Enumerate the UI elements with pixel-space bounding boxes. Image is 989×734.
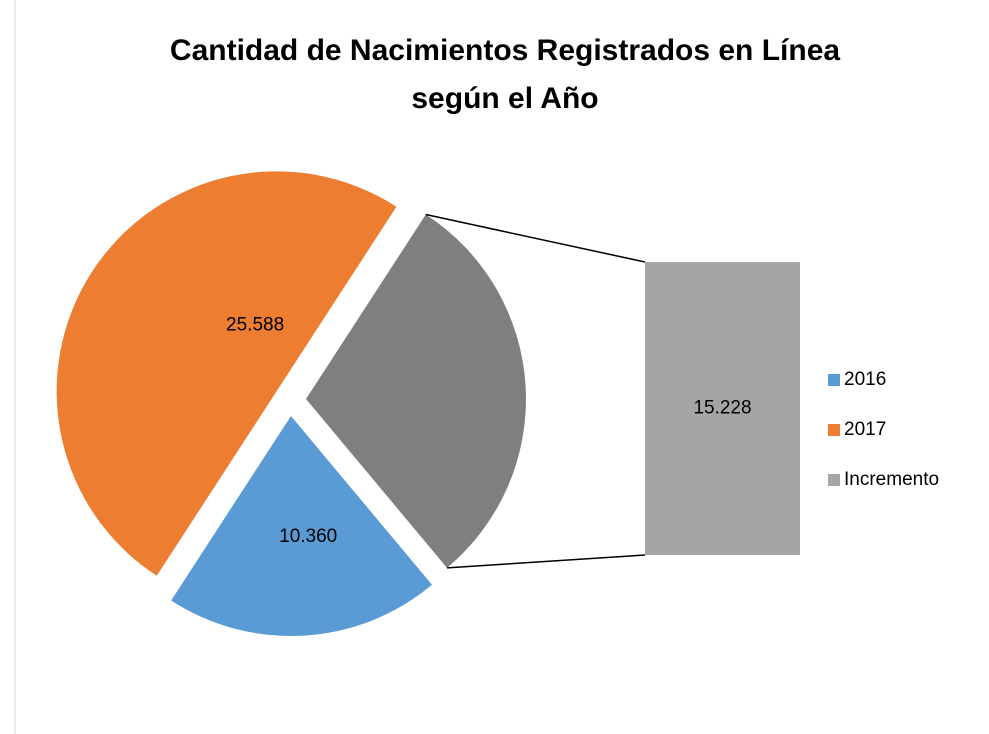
legend-marker bbox=[828, 474, 840, 486]
pie-slice bbox=[171, 415, 433, 636]
connector bbox=[425, 213, 646, 263]
connector bbox=[446, 554, 646, 569]
legend-marker bbox=[828, 374, 840, 386]
legend-marker bbox=[828, 424, 840, 436]
legend-label: 2017 bbox=[844, 419, 886, 440]
data-label: 15.228 bbox=[693, 398, 751, 419]
legend-label: Incremento bbox=[844, 469, 939, 490]
legend-label: 2016 bbox=[844, 369, 886, 390]
data-label: 10.360 bbox=[279, 526, 337, 547]
pie-slice bbox=[56, 171, 397, 576]
chart-title: Cantidad de Nacimientos Registrados en L… bbox=[170, 34, 840, 67]
data-label: 25.588 bbox=[226, 314, 284, 335]
bar bbox=[645, 262, 800, 555]
pie-slice bbox=[305, 214, 526, 568]
chart-title: según el Año bbox=[411, 82, 598, 115]
